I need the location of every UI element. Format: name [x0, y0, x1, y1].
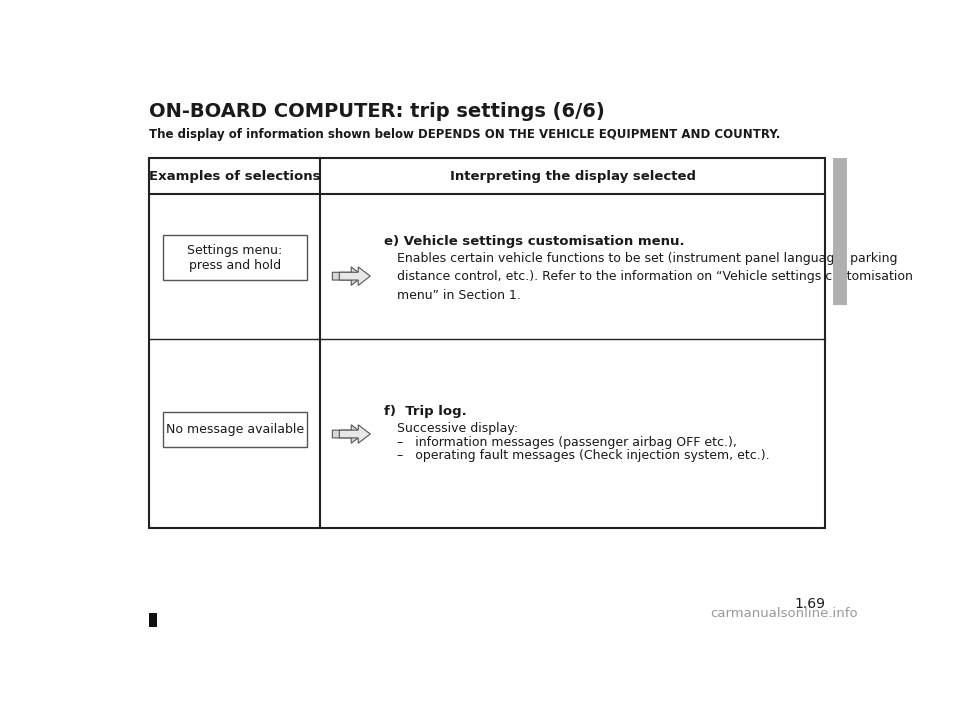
Text: Enables certain vehicle functions to be set (instrument panel language, parking
: Enables certain vehicle functions to be … — [396, 251, 913, 302]
Text: The display of information shown below DEPENDS ON THE VEHICLE EQUIPMENT AND COUN: The display of information shown below D… — [150, 128, 780, 141]
Text: Settings menu:
press and hold: Settings menu: press and hold — [187, 244, 282, 272]
Text: No message available: No message available — [166, 423, 304, 436]
Text: Examples of selections: Examples of selections — [149, 170, 321, 182]
Polygon shape — [332, 425, 363, 443]
Bar — [150, 158, 826, 528]
Bar — [163, 235, 307, 280]
Text: 1.69: 1.69 — [794, 597, 826, 611]
Bar — [163, 413, 307, 447]
Text: carmanualsonline.info: carmanualsonline.info — [710, 607, 858, 621]
Bar — [833, 158, 847, 305]
Text: Interpreting the display selected: Interpreting the display selected — [449, 170, 696, 182]
Bar — [150, 613, 157, 627]
Polygon shape — [339, 267, 371, 285]
Text: Successive display:: Successive display: — [396, 422, 517, 435]
Polygon shape — [332, 267, 363, 285]
Text: e) Vehicle settings customisation menu.: e) Vehicle settings customisation menu. — [383, 235, 684, 248]
Text: –   operating fault messages (Check injection system, etc.).: – operating fault messages (Check inject… — [396, 449, 769, 462]
Text: f)  Trip log.: f) Trip log. — [383, 405, 467, 417]
Text: –   information messages (passenger airbag OFF etc.),: – information messages (passenger airbag… — [396, 435, 736, 449]
Text: ON-BOARD COMPUTER: trip settings (6/6): ON-BOARD COMPUTER: trip settings (6/6) — [150, 102, 605, 121]
Polygon shape — [339, 425, 371, 443]
